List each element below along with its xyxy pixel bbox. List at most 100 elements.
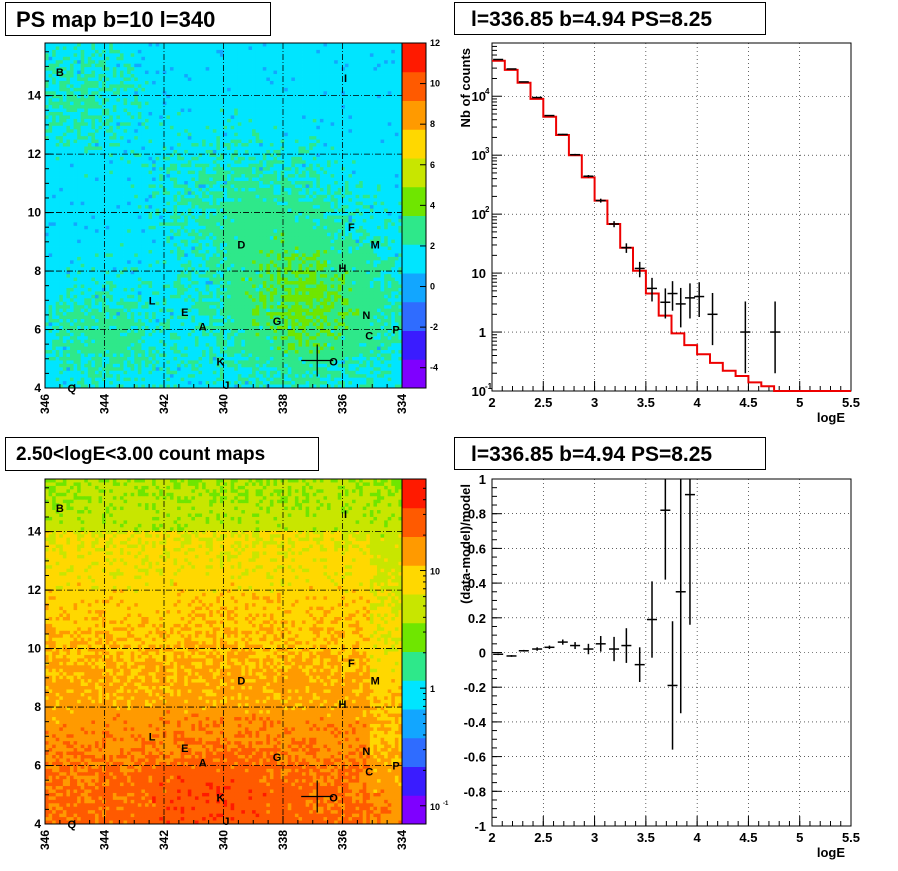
ps-map-cell <box>238 209 242 213</box>
ps-map-cell <box>74 209 78 213</box>
ps-map-cell <box>174 119 178 123</box>
ps-map-cell <box>152 78 156 82</box>
ps-map-cell <box>316 181 320 185</box>
ps-map-cell <box>109 102 113 106</box>
ps-map-cell <box>170 91 174 95</box>
ps-map-cell <box>166 150 170 154</box>
ps-map-cell <box>116 136 120 140</box>
ps-map-cell <box>209 109 213 113</box>
ps-map-cell <box>227 74 231 78</box>
ps-map-cell <box>191 74 195 78</box>
ps-map-cell <box>181 191 185 195</box>
ps-map-cell <box>184 102 188 106</box>
ps-map-cell <box>295 78 299 82</box>
ps-map-cell <box>245 198 249 202</box>
ps-map-cell <box>120 84 124 88</box>
ps-map-cell <box>256 188 260 192</box>
ps-map-cell <box>88 140 92 144</box>
ps-map-cell <box>395 64 399 68</box>
ps-map-cell <box>188 115 192 119</box>
ps-map-cell <box>138 81 142 85</box>
ps-map-cell <box>113 181 117 185</box>
ps-map-cell <box>366 67 370 71</box>
ps-map-cell <box>298 88 302 92</box>
ps-map-cell <box>238 74 242 78</box>
ps-map-cell <box>291 115 295 119</box>
ps-map-cell <box>288 84 292 88</box>
ps-map-cell <box>363 178 367 182</box>
ps-map-cell <box>138 74 142 78</box>
ps-map-cell <box>270 184 274 188</box>
ps-map-cell <box>209 164 213 168</box>
ps-map-cell <box>74 67 78 71</box>
ps-map-cell <box>63 143 67 147</box>
ps-map-cell <box>341 198 345 202</box>
ps-map-cell <box>277 126 281 130</box>
ps-map-cell <box>184 50 188 54</box>
ps-map-cell <box>366 178 370 182</box>
ps-map-cell <box>323 112 327 116</box>
ps-map-cell <box>363 174 367 178</box>
ps-map-cell <box>131 191 135 195</box>
ps-map-cell <box>116 126 120 130</box>
ps-map-cell <box>259 164 263 168</box>
ps-map-cell <box>248 195 252 199</box>
ps-map-cell <box>345 143 349 147</box>
ps-map-cell <box>334 178 338 182</box>
ps-map-cell <box>113 60 117 64</box>
ps-map-cell <box>291 160 295 164</box>
ps-map-cell <box>395 126 399 130</box>
ps-map-cell <box>195 136 199 140</box>
ps-map-cell <box>131 136 135 140</box>
ps-map-cell <box>95 212 99 216</box>
ps-map-cell <box>59 126 63 130</box>
ps-map-cell <box>323 188 327 192</box>
ps-map-cell <box>124 71 128 75</box>
ps-map-cell <box>184 153 188 157</box>
ps-map-cell <box>159 115 163 119</box>
ps-map-cell <box>345 202 349 206</box>
ps-map-cell <box>138 91 142 95</box>
ps-map-cell <box>388 60 392 64</box>
ps-map-cell <box>166 119 170 123</box>
ps-map-cell <box>124 78 128 82</box>
ps-map-cell <box>224 178 228 182</box>
ps-map-cell <box>334 174 338 178</box>
ps-map-cell <box>316 198 320 202</box>
ps-map-cell <box>170 171 174 175</box>
ps-map-cell <box>116 46 120 50</box>
ps-map-cell <box>134 98 138 102</box>
ps-map-cell <box>74 64 78 68</box>
ps-map-cell <box>206 143 210 147</box>
ps-map-cell <box>277 188 281 192</box>
ps-map-cell <box>63 112 67 116</box>
ps-map-cell <box>391 84 395 88</box>
ps-map-cell <box>327 64 331 68</box>
ps-map-cell <box>384 64 388 68</box>
ps-map-cell <box>216 57 220 61</box>
ps-map-cell <box>174 143 178 147</box>
ps-map-cell <box>327 178 331 182</box>
ps-map-cell <box>84 64 88 68</box>
ps-map-cell <box>273 143 277 147</box>
ps-map-cell <box>113 112 117 116</box>
ps-map-cell <box>234 91 238 95</box>
ps-map-cell <box>252 57 256 61</box>
ps-map-cell <box>331 150 335 154</box>
ps-map-cell <box>224 98 228 102</box>
ps-map-cell <box>170 50 174 54</box>
ps-map-cell <box>216 136 220 140</box>
ps-map-cell <box>149 64 153 68</box>
ps-map-cell <box>313 88 317 92</box>
ps-map-cell <box>66 109 70 113</box>
ps-map-cell <box>127 60 131 64</box>
ps-map-cell <box>327 136 331 140</box>
ps-map-cell <box>248 198 252 202</box>
ps-map-cell <box>388 112 392 116</box>
ps-map-cell <box>270 84 274 88</box>
ps-map-cell <box>273 112 277 116</box>
ps-map-cell <box>166 67 170 71</box>
ps-map-cell <box>152 91 156 95</box>
ps-map-cell <box>170 115 174 119</box>
ps-map-cell <box>209 84 213 88</box>
